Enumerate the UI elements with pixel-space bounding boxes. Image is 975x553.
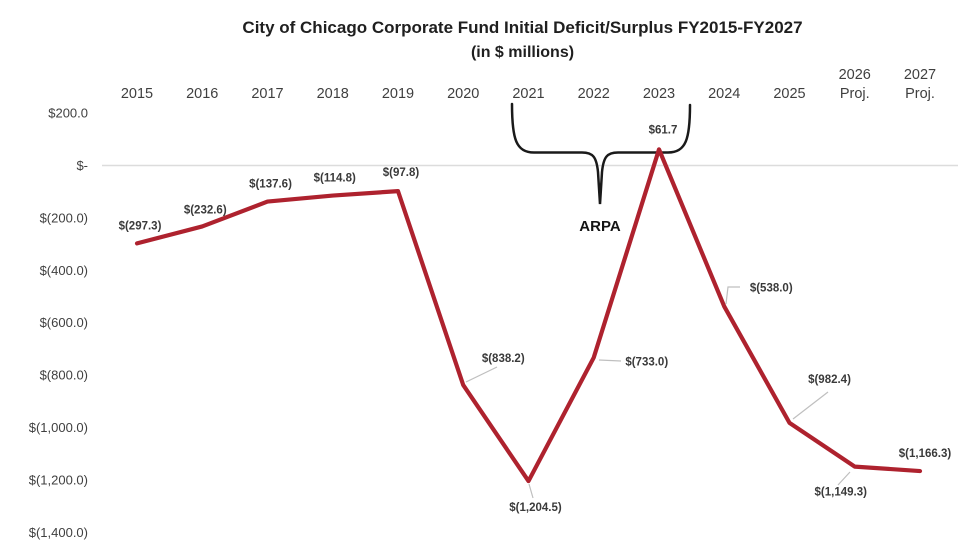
data-label-leader-line (465, 366, 498, 383)
x-axis-year-label: 2025 (773, 86, 805, 102)
x-axis-year-label: 2027 (904, 67, 936, 83)
data-point-label: $(982.4) (808, 374, 851, 386)
data-point-label: $61.7 (649, 124, 678, 136)
data-point-label: $(114.8) (314, 173, 356, 185)
chart-title-line1: City of Chicago Corporate Fund Initial D… (242, 18, 803, 37)
data-point-label: $(838.2) (482, 353, 525, 365)
data-label-leader-line (837, 471, 851, 486)
x-axis-year-label: 2023 (643, 86, 675, 102)
x-axis-proj-label: Proj. (840, 86, 870, 102)
x-axis-year-label: 2015 (121, 86, 153, 102)
x-axis-year-label: 2018 (317, 86, 349, 102)
y-axis-tick-label: $(1,000.0) (29, 420, 88, 435)
y-axis-tick-label: $(1,400.0) (29, 525, 88, 540)
data-label-leader-line (528, 483, 534, 499)
data-label-leader-line (792, 391, 829, 420)
y-axis-tick-label: $200.0 (48, 106, 88, 121)
arpa-annotation-label: ARPA (579, 218, 621, 235)
data-label-leader-line (725, 286, 740, 305)
data-point-label: $(1,166.3) (899, 448, 952, 460)
y-axis-tick-label: $(600.0) (40, 315, 88, 330)
data-point-label: $(1,204.5) (509, 502, 562, 514)
data-point-label: $(97.8) (383, 167, 420, 179)
y-axis-tick-label: $(800.0) (40, 368, 88, 383)
arpa-brace (510, 102, 692, 205)
y-axis-tick-label: $(1,200.0) (29, 472, 88, 487)
data-label-leader-line (598, 359, 622, 362)
x-axis-year-label: 2019 (382, 86, 414, 102)
data-point-label: $(137.6) (249, 179, 292, 191)
x-axis-year-label: 2016 (186, 86, 218, 102)
y-axis-tick-label: $(400.0) (40, 263, 88, 278)
chart-title-line2: (in $ millions) (470, 43, 575, 61)
x-axis-year-label: 2021 (512, 86, 544, 102)
data-point-label: $(733.0) (625, 357, 668, 369)
x-axis-year-label: 2022 (578, 86, 610, 102)
x-axis-year-label: 2026 (839, 67, 871, 83)
x-axis-proj-label: Proj. (905, 86, 935, 102)
chart-title: City of Chicago Corporate Fund Initial D… (70, 16, 975, 64)
x-axis-year-label: 2024 (708, 86, 740, 102)
data-point-label: $(297.3) (119, 220, 162, 232)
data-point-label: $(538.0) (750, 282, 793, 294)
y-axis-tick-label: $(200.0) (40, 210, 88, 225)
data-point-label: $(1,149.3) (815, 487, 868, 499)
y-axis-tick-label: $- (76, 158, 88, 173)
deficit-surplus-series-line (134, 147, 923, 484)
x-axis-year-label: 2020 (447, 86, 479, 102)
x-axis-year-label: 2017 (251, 86, 283, 102)
data-point-label: $(232.6) (184, 204, 227, 216)
